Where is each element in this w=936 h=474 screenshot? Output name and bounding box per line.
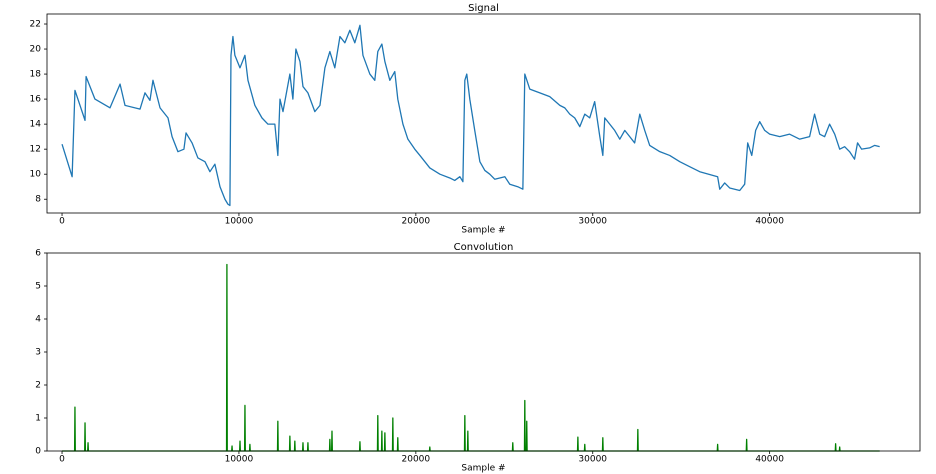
y-tick-label: 8 [35, 195, 41, 205]
x-tick-label: 20000 [402, 455, 431, 465]
y-tick-label: 12 [30, 145, 41, 155]
x-tick-label: 40000 [755, 455, 784, 465]
x-tick-label: 20000 [402, 217, 431, 227]
y-tick-label: 6 [35, 249, 41, 259]
y-tick-label: 3 [35, 348, 41, 358]
chart-title: Signal [468, 3, 499, 14]
y-tick-label: 5 [35, 282, 41, 292]
x-tick-label: 40000 [755, 217, 784, 227]
x-tick-label: 0 [59, 455, 65, 465]
y-tick-label: 14 [30, 120, 42, 130]
y-tick-label: 4 [35, 315, 41, 325]
data-line [61, 24, 880, 207]
x-axis-label: Sample # [461, 464, 505, 474]
y-tick-label: 10 [30, 170, 42, 180]
x-tick-label: 10000 [225, 455, 254, 465]
x-tick-label: 30000 [578, 217, 607, 227]
y-tick-label: 16 [30, 95, 42, 105]
y-tick-label: 0 [35, 447, 41, 457]
axes-frame [46, 13, 921, 214]
x-tick-label: 10000 [225, 217, 254, 227]
y-tick-label: 2 [35, 381, 41, 391]
x-tick-label: 30000 [578, 455, 607, 465]
x-tick-label: 0 [59, 217, 65, 227]
x-axis-label: Sample # [461, 226, 505, 236]
data-line [62, 263, 880, 452]
y-tick-label: 20 [30, 45, 42, 55]
y-tick-label: 1 [35, 414, 41, 424]
y-tick-label: 22 [30, 20, 41, 30]
axes-frame [46, 252, 921, 452]
y-tick-label: 18 [30, 70, 42, 80]
chart-title: Convolution [454, 242, 514, 253]
